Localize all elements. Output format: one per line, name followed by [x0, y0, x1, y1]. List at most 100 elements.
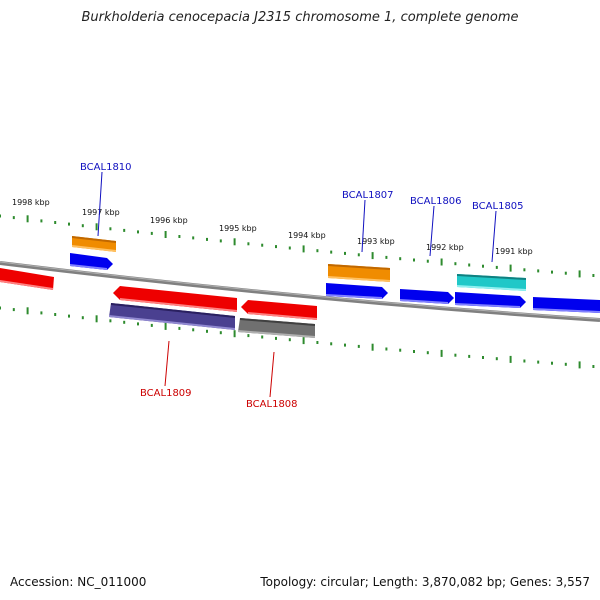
minor-tick: [288, 338, 291, 342]
major-tick: [509, 355, 512, 363]
major-tick: [440, 349, 443, 357]
minor-tick: [247, 242, 250, 246]
kbp-label-1994: 1994 kbp: [288, 231, 326, 240]
gene-blue-5[interactable]: [533, 297, 600, 313]
minor-tick: [482, 356, 484, 359]
gene-purple-bcal1809[interactable]: [109, 303, 235, 330]
upper-tick-track: [0, 214, 595, 278]
minor-tick: [385, 255, 388, 259]
major-tick: [233, 238, 236, 246]
gene-gray-bcal1808[interactable]: [238, 318, 315, 338]
major-tick: [26, 215, 29, 223]
gene-blue-bcal1810[interactable]: [70, 253, 113, 270]
minor-tick: [40, 311, 43, 315]
minor-tick: [537, 360, 540, 364]
minor-tick: [219, 331, 222, 335]
major-tick: [233, 330, 236, 338]
minor-tick: [495, 265, 498, 269]
minor-tick: [551, 361, 553, 365]
leader-line-bcal1806: [429, 205, 435, 257]
minor-tick: [330, 342, 333, 346]
lower-tick-track: [0, 306, 595, 369]
minor-tick: [12, 308, 15, 312]
minor-tick: [109, 227, 112, 231]
major-tick: [440, 258, 443, 266]
minor-tick: [12, 216, 15, 220]
minor-tick: [0, 214, 1, 218]
gene-blue-bcal1806[interactable]: [400, 289, 454, 304]
major-tick: [302, 337, 305, 345]
gene-red-bcal1809[interactable]: [113, 286, 237, 312]
minor-tick: [523, 268, 526, 272]
minor-tick: [564, 362, 567, 366]
minor-tick: [468, 263, 471, 267]
minor-tick: [219, 239, 222, 243]
gene-cyan-bcal1805[interactable]: [457, 274, 526, 291]
minor-tick: [385, 347, 388, 351]
kbp-label-1995: 1995 kbp: [219, 224, 257, 233]
minor-tick: [178, 326, 181, 330]
minor-tick: [592, 365, 595, 368]
minor-tick: [344, 343, 346, 347]
major-tick: [302, 245, 305, 253]
kbp-label-1991: 1991 kbp: [495, 247, 533, 256]
leader-line-bcal1810: [97, 171, 103, 237]
minor-tick: [330, 250, 333, 254]
minor-tick: [150, 231, 153, 235]
major-tick: [95, 315, 98, 323]
minor-tick: [123, 320, 126, 324]
minor-tick: [454, 262, 457, 266]
minor-tick: [275, 336, 277, 340]
minor-tick: [523, 359, 526, 363]
minor-tick: [123, 228, 126, 232]
gene-blue-2[interactable]: [326, 283, 388, 299]
minor-tick: [275, 245, 277, 249]
leader-line-bcal1807: [361, 199, 366, 253]
gene-label-bcal1810: BCAL1810: [80, 162, 132, 173]
kbp-label-1992: 1992 kbp: [426, 243, 464, 252]
minor-tick: [0, 306, 1, 310]
gene-red-bcal1808[interactable]: [241, 300, 317, 320]
minor-tick: [399, 348, 402, 352]
minor-tick: [344, 251, 346, 255]
major-tick: [371, 343, 374, 351]
major-tick: [95, 223, 98, 231]
minor-tick: [192, 236, 195, 240]
minor-tick: [247, 334, 250, 338]
minor-tick: [81, 316, 84, 320]
minor-tick: [551, 270, 553, 274]
minor-tick: [54, 313, 57, 316]
minor-tick: [482, 264, 484, 268]
major-tick: [26, 307, 29, 315]
minor-tick: [426, 351, 429, 355]
minor-tick: [137, 230, 139, 234]
minor-tick: [81, 224, 84, 228]
major-tick: [578, 361, 581, 369]
minor-tick: [192, 328, 195, 332]
chromosome-backbone: [0, 261, 600, 322]
major-tick: [371, 252, 374, 260]
gene-label-bcal1806: BCAL1806: [410, 196, 462, 207]
minor-tick: [261, 335, 264, 339]
leader-line-bcal1809: [164, 340, 170, 387]
minor-tick: [564, 271, 567, 275]
kbp-label-1996: 1996 kbp: [150, 216, 188, 225]
topology-summary: Topology: circular; Length: 3,870,082 bp…: [260, 575, 590, 589]
minor-tick: [316, 341, 319, 344]
major-tick: [164, 231, 167, 238]
minor-tick: [357, 253, 360, 257]
gene-orange-1[interactable]: [72, 236, 116, 252]
minor-tick: [413, 258, 415, 262]
minor-tick: [206, 237, 208, 241]
gene-blue-4[interactable]: [455, 292, 526, 308]
minor-tick: [537, 269, 540, 273]
map-title: Burkholderia cenocepacia J2315 chromosom…: [81, 10, 519, 25]
gene-red-left[interactable]: [0, 268, 54, 290]
kbp-label-1997: 1997 kbp: [82, 208, 120, 217]
minor-tick: [109, 319, 112, 323]
minor-tick: [592, 274, 595, 277]
accession-label: Accession: NC_011000: [10, 575, 147, 589]
gene-orange-bcal1807[interactable]: [328, 264, 390, 282]
minor-tick: [357, 344, 360, 348]
major-tick: [164, 322, 167, 330]
